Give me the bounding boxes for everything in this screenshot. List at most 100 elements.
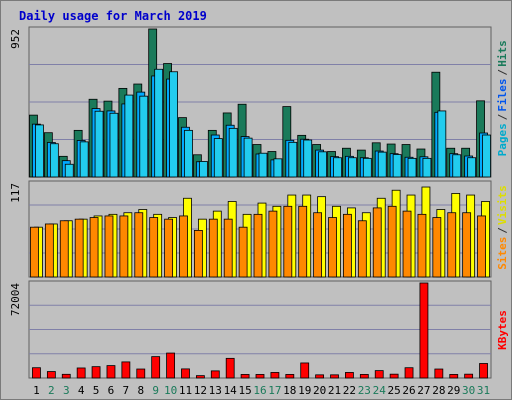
bar-sites-24 [372, 207, 382, 278]
bar-kbytes-25 [389, 373, 399, 379]
bar-pages-21 [333, 157, 342, 178]
bar-pages-10 [169, 71, 178, 178]
x-tick-label-31: 31 [477, 384, 490, 397]
bar-kbytes-16 [255, 374, 265, 379]
legend-label-pages: Pages [496, 123, 509, 156]
bar-sites-7 [119, 215, 129, 278]
bar-sites-10 [164, 218, 173, 278]
bar-kbytes-21 [330, 374, 339, 379]
chart-title: Daily usage for March 2019 [19, 9, 207, 23]
x-tick-label-23: 23 [358, 384, 371, 397]
bar-sites-28 [432, 217, 442, 278]
legend-label-separator: / [496, 113, 509, 120]
bar-sites-27 [417, 213, 427, 278]
ymax-label-hits-files-pages: 952 [9, 29, 22, 49]
bar-kbytes-3 [61, 373, 71, 379]
bar-sites-25 [387, 205, 397, 278]
bar-pages-24 [377, 151, 387, 178]
x-tick-label-15: 15 [238, 384, 251, 397]
bar-sites-12 [193, 230, 203, 278]
bar-pages-18 [288, 141, 298, 178]
x-tick-label-16: 16 [253, 384, 266, 397]
x-tick-label-30: 30 [462, 384, 475, 397]
x-tick-label-5: 5 [93, 384, 100, 397]
bar-kbytes-18 [285, 374, 295, 379]
x-tick-label-17: 17 [268, 384, 281, 397]
bar-pages-12 [198, 161, 208, 178]
bar-sites-5 [89, 217, 99, 278]
legend-label-sites: Sites [496, 237, 509, 270]
bar-sites-21 [328, 217, 337, 278]
bar-kbytes-27 [419, 282, 429, 379]
x-tick-label-19: 19 [298, 384, 311, 397]
x-tick-label-14: 14 [224, 384, 238, 397]
bar-kbytes-7 [121, 361, 131, 379]
bar-sites-2 [44, 223, 54, 278]
bar-kbytes-9 [151, 356, 161, 379]
bar-kbytes-8 [136, 368, 146, 379]
legend-label-visits: Visits [496, 185, 509, 225]
bar-pages-4 [79, 141, 89, 178]
bar-kbytes-2 [46, 371, 56, 379]
bar-pages-25 [392, 154, 402, 178]
bar-pages-27 [422, 157, 432, 178]
legend-label-separator: / [496, 69, 509, 76]
bar-sites-18 [283, 205, 293, 278]
x-tick-label-12: 12 [194, 384, 207, 397]
bar-pages-7 [124, 94, 134, 178]
bar-kbytes-26 [404, 367, 414, 379]
bar-kbytes-28 [434, 368, 444, 379]
x-tick-label-13: 13 [209, 384, 222, 397]
bar-kbytes-30 [464, 373, 474, 379]
bar-kbytes-17 [270, 372, 280, 379]
bar-kbytes-1 [32, 367, 41, 379]
x-tick-label-2: 2 [48, 384, 55, 397]
bar-pages-28 [437, 110, 447, 178]
x-tick-label-27: 27 [417, 384, 430, 397]
bar-kbytes-19 [300, 362, 310, 379]
bar-kbytes-14 [225, 357, 235, 379]
bar-kbytes-24 [374, 370, 384, 379]
bar-pages-23 [362, 157, 372, 178]
bar-sites-16 [253, 213, 263, 278]
bar-kbytes-6 [106, 365, 116, 379]
bar-sites-19 [298, 205, 308, 278]
bar-pages-30 [467, 157, 477, 178]
bar-pages-19 [303, 139, 313, 178]
bar-sites-30 [462, 212, 472, 278]
bar-pages-14 [228, 127, 238, 178]
bar-sites-17 [268, 210, 278, 278]
bar-kbytes-22 [345, 372, 354, 379]
bar-sites-14 [223, 218, 233, 278]
bar-pages-8 [139, 95, 149, 178]
bar-pages-13 [213, 138, 223, 178]
x-tick-label-20: 20 [313, 384, 326, 397]
legend-label-hits: Hits [496, 40, 509, 67]
x-tick-label-6: 6 [108, 384, 115, 397]
bar-pages-22 [348, 157, 357, 178]
bar-pages-11 [184, 129, 193, 178]
legend-label-kbytes: KBytes [496, 310, 509, 350]
x-tick-label-21: 21 [328, 384, 341, 397]
bar-sites-31 [477, 215, 486, 278]
ymax-label-kbytes: 72004 [9, 283, 22, 316]
x-tick-label-26: 26 [402, 384, 415, 397]
bar-sites-23 [357, 220, 367, 278]
bar-sites-8 [134, 212, 144, 278]
x-tick-label-7: 7 [123, 384, 130, 397]
x-tick-label-22: 22 [343, 384, 356, 397]
x-tick-label-4: 4 [78, 384, 85, 397]
bar-pages-26 [407, 157, 417, 178]
x-tick-label-25: 25 [388, 384, 401, 397]
bar-pages-5 [94, 110, 104, 178]
bar-kbytes-11 [181, 368, 190, 379]
bar-pages-16 [258, 152, 268, 178]
bar-sites-29 [447, 212, 457, 278]
bar-pages-15 [243, 137, 253, 178]
bar-sites-1 [30, 226, 39, 278]
bar-sites-6 [104, 215, 114, 278]
bar-sites-11 [179, 215, 188, 278]
bar-kbytes-15 [240, 374, 250, 379]
x-tick-label-9: 9 [152, 384, 159, 397]
